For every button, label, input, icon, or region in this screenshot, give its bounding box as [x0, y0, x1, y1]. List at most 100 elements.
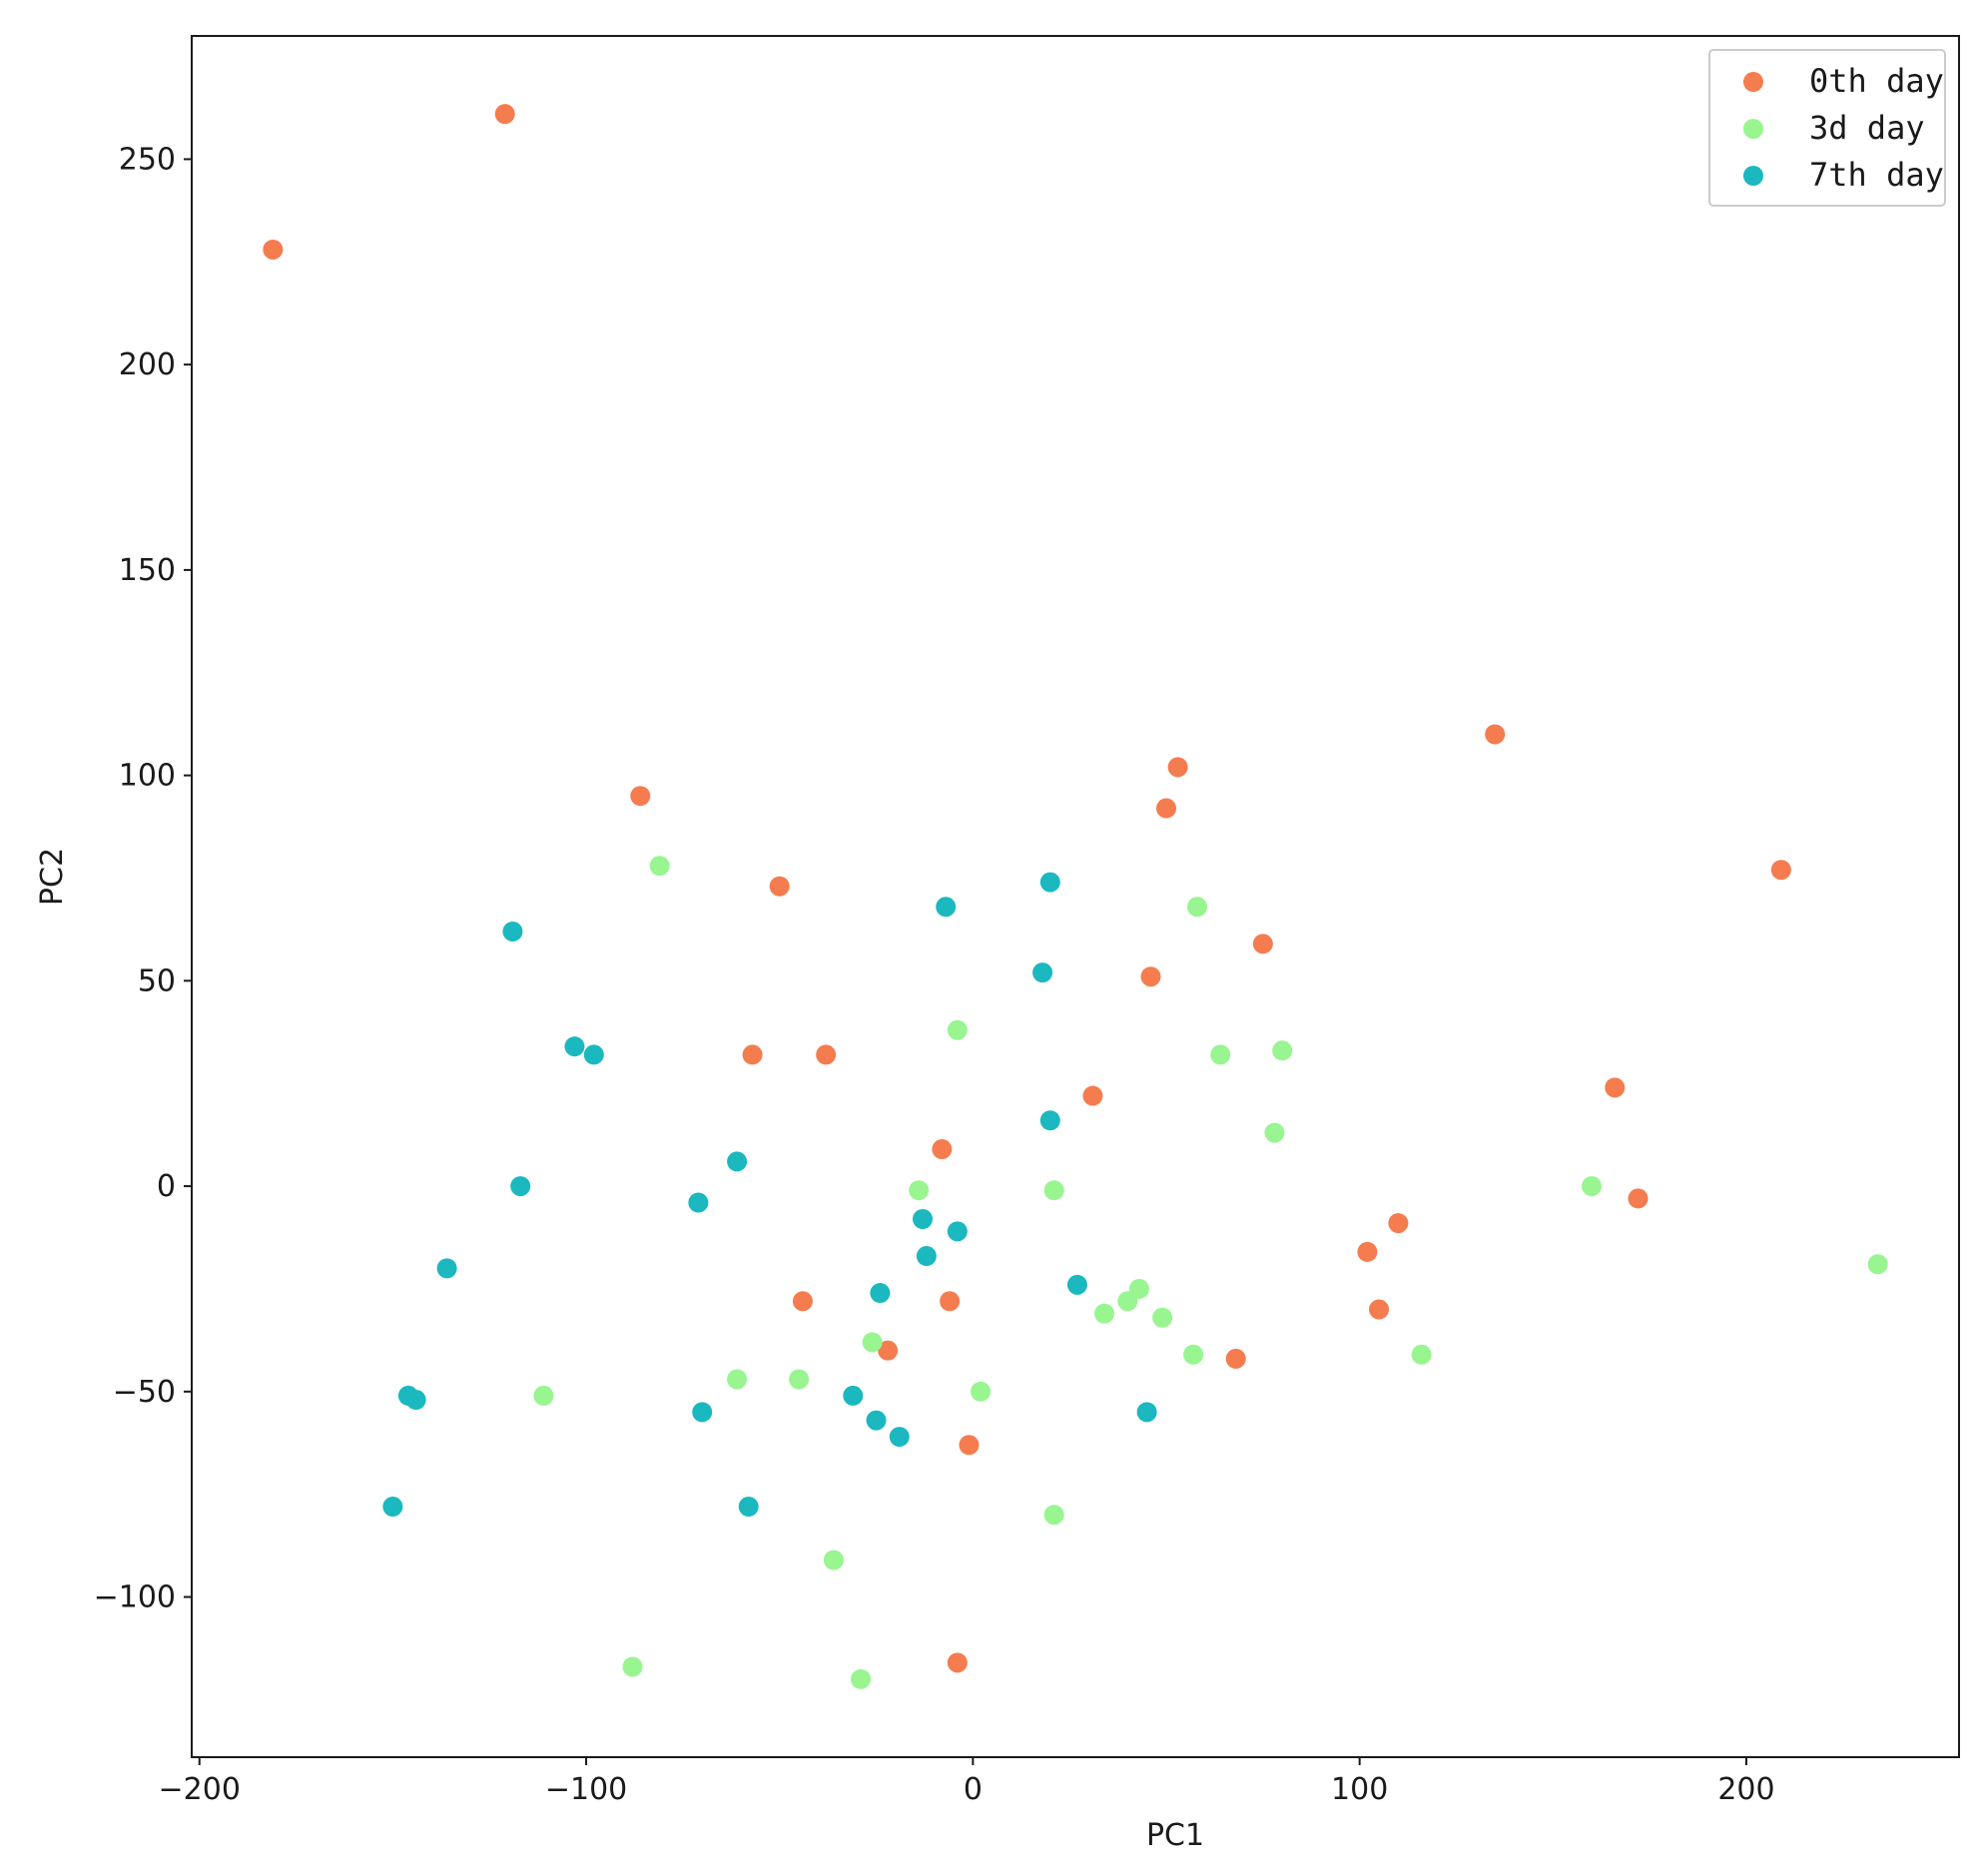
point-3-23: [1136, 1402, 1157, 1423]
point-2-1: [649, 856, 670, 877]
point-3-19: [843, 1385, 864, 1406]
point-3-12: [947, 1221, 968, 1242]
point-3-20: [692, 1402, 713, 1423]
point-1-11: [1252, 934, 1273, 954]
point-1-1: [263, 239, 284, 260]
point-1-25: [947, 1652, 968, 1673]
point-3-22: [889, 1427, 910, 1448]
point-2-20: [971, 1381, 991, 1402]
point-3-9: [510, 1176, 531, 1197]
point-1-17: [1388, 1213, 1409, 1234]
point-3-24: [382, 1497, 403, 1518]
legend-label-2: 3d day: [1809, 109, 1925, 147]
point-3-1: [1039, 872, 1060, 893]
point-1-24: [959, 1435, 980, 1456]
point-1-8: [1156, 798, 1177, 819]
point-1-21: [792, 1291, 813, 1312]
y-tick-label: 50: [138, 963, 176, 998]
legend-marker-2: [1743, 119, 1763, 139]
plot-frame: [191, 35, 1960, 1758]
point-3-16: [1066, 1274, 1087, 1295]
x-tick-label: −100: [545, 1772, 627, 1807]
point-2-2: [1187, 897, 1208, 918]
point-2-25: [851, 1668, 872, 1689]
point-3-4: [1032, 962, 1053, 983]
point-1-20: [1225, 1348, 1246, 1369]
x-tick-label: 100: [1331, 1772, 1388, 1807]
point-3-11: [913, 1208, 934, 1229]
legend-label-3: 7th day: [1809, 156, 1944, 194]
point-1-15: [1605, 1077, 1626, 1098]
point-2-5: [1272, 1040, 1293, 1061]
point-3-2: [936, 897, 957, 918]
y-tick-label: 150: [119, 553, 176, 588]
point-2-9: [1582, 1176, 1603, 1197]
legend-box: [1708, 49, 1946, 207]
point-2-18: [727, 1369, 748, 1390]
point-1-3: [630, 786, 651, 807]
point-2-14: [1152, 1307, 1173, 1328]
point-1-13: [1082, 1085, 1103, 1106]
y-tick-label: 0: [157, 1169, 176, 1204]
point-3-15: [870, 1283, 891, 1304]
point-2-7: [909, 1180, 930, 1201]
legend-marker-1: [1743, 72, 1763, 92]
point-3-8: [727, 1151, 748, 1172]
point-1-7: [1167, 757, 1188, 778]
point-1-5: [742, 1044, 763, 1065]
point-1-16: [1628, 1188, 1648, 1209]
y-tick-label: 100: [119, 759, 176, 794]
point-1-12: [1140, 966, 1161, 987]
x-tick-label: 200: [1717, 1772, 1774, 1807]
point-1-19: [1369, 1299, 1390, 1320]
point-2-12: [1117, 1291, 1138, 1312]
point-1-23: [878, 1340, 899, 1361]
point-1-9: [1485, 724, 1506, 745]
point-3-18: [405, 1390, 426, 1411]
y-tick-label: −100: [94, 1580, 176, 1615]
point-3-3: [502, 921, 523, 941]
point-1-4: [769, 876, 790, 897]
point-2-15: [1183, 1344, 1204, 1365]
point-3-14: [436, 1258, 457, 1279]
point-3-7: [1039, 1110, 1060, 1131]
point-2-23: [823, 1550, 844, 1570]
point-1-10: [1770, 860, 1791, 881]
point-1-6: [816, 1044, 837, 1065]
point-3-13: [916, 1246, 937, 1267]
point-3-21: [866, 1410, 887, 1431]
point-3-6: [583, 1044, 604, 1065]
point-1-14: [932, 1139, 953, 1160]
point-2-13: [1094, 1303, 1115, 1324]
point-2-19: [789, 1369, 810, 1390]
point-2-10: [1867, 1254, 1888, 1275]
point-2-6: [1264, 1122, 1285, 1143]
point-1-2: [494, 104, 515, 125]
point-3-10: [688, 1192, 709, 1213]
x-tick-label: −200: [159, 1772, 241, 1807]
points-layer: [263, 104, 1888, 1689]
legend-label-1: 0th day: [1809, 62, 1944, 100]
x-axis-title: PC1: [1146, 1818, 1204, 1853]
point-3-5: [564, 1036, 585, 1057]
y-axis-title: PC2: [35, 848, 70, 906]
point-1-18: [1357, 1241, 1378, 1262]
point-2-22: [1043, 1505, 1064, 1526]
legend-marker-3: [1743, 166, 1763, 186]
point-2-3: [947, 1019, 968, 1040]
point-2-21: [533, 1385, 554, 1406]
point-2-24: [622, 1656, 643, 1677]
point-2-4: [1210, 1044, 1231, 1065]
legend: 0th day 3d day 7th day: [1708, 49, 1946, 207]
y-tick-label: −50: [113, 1375, 176, 1410]
y-tick-label: 250: [119, 142, 176, 177]
y-tick-label: 200: [119, 347, 176, 382]
x-axis: −200 −100 0 100 200: [159, 1757, 1775, 1807]
x-tick-label: 0: [964, 1772, 983, 1807]
point-2-17: [862, 1332, 883, 1353]
point-3-25: [738, 1497, 759, 1518]
point-1-22: [940, 1291, 961, 1312]
point-2-8: [1043, 1180, 1064, 1201]
point-2-16: [1411, 1344, 1432, 1365]
